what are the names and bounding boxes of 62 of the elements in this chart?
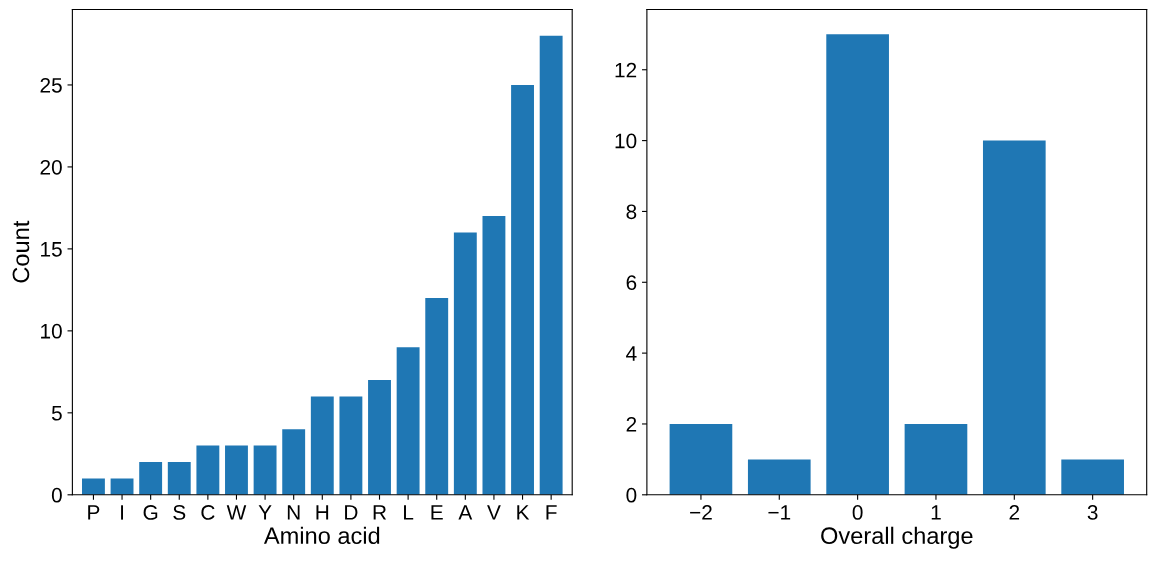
y-tick-label: 6 (626, 275, 637, 291)
x-tick-label: −1 (768, 505, 791, 520)
bar (482, 216, 506, 495)
x-tick-label: C (201, 505, 215, 520)
bar (282, 429, 306, 495)
x-tick-label: H (316, 505, 329, 520)
bar (167, 462, 191, 495)
x-tick-label: N (287, 505, 300, 520)
y-tick-label: 5 (51, 406, 62, 421)
bar (511, 84, 534, 495)
y-tick-label: 8 (626, 204, 637, 220)
x-tick-label: G (143, 505, 158, 520)
x-axis-title: Overall charge (821, 526, 973, 549)
y-tick-label: 0 (626, 487, 637, 503)
x-tick-label: −2 (690, 505, 712, 520)
y-tick-label: 12 (615, 62, 637, 78)
bar (453, 232, 477, 495)
x-tick-label: W (226, 505, 247, 520)
x-tick-label: I (121, 505, 124, 520)
y-tick-label: 10 (615, 133, 637, 149)
x-tick-label: D (345, 505, 358, 520)
y-tick-label: 2 (626, 416, 637, 432)
bar (225, 445, 248, 495)
bar (253, 445, 277, 495)
x-tick-label: K (517, 505, 530, 520)
bar (82, 478, 105, 495)
y-axis-title: Count (12, 220, 30, 283)
x-axis-title: Amino acid (263, 526, 380, 545)
x-tick-label: 2 (1009, 505, 1020, 520)
bar (982, 140, 1046, 495)
x-tick-label: E (431, 505, 443, 520)
bar (110, 478, 134, 495)
x-tick-label: 1 (931, 505, 941, 520)
x-tick-label: P (88, 505, 100, 520)
y-tick-label: 0 (51, 487, 62, 503)
bar (425, 298, 449, 495)
bar (196, 445, 220, 495)
x-tick-label: V (487, 505, 501, 520)
x-tick-label: 3 (1087, 505, 1098, 520)
bar (1061, 459, 1124, 495)
y-tick-label: 10 (41, 323, 62, 339)
bar (139, 462, 163, 495)
bar (904, 423, 968, 495)
x-tick-label: A (458, 505, 473, 520)
x-tick-label: Y (258, 505, 272, 520)
x-tick-label: 0 (852, 505, 863, 520)
y-tick-label: 25 (40, 77, 62, 93)
bar (747, 459, 811, 495)
y-tick-label: 15 (41, 242, 62, 257)
bar (368, 380, 391, 495)
bar (539, 35, 563, 495)
x-tick-label: R (373, 505, 387, 520)
bar (669, 423, 733, 495)
x-tick-label: L (404, 505, 414, 520)
x-tick-label: F (546, 505, 557, 520)
bar (339, 396, 363, 495)
bar (310, 396, 334, 495)
bar (826, 34, 889, 495)
x-tick-label: S (173, 505, 186, 520)
bar (396, 347, 420, 495)
y-tick-label: 20 (40, 159, 62, 175)
y-tick-label: 4 (626, 346, 637, 361)
